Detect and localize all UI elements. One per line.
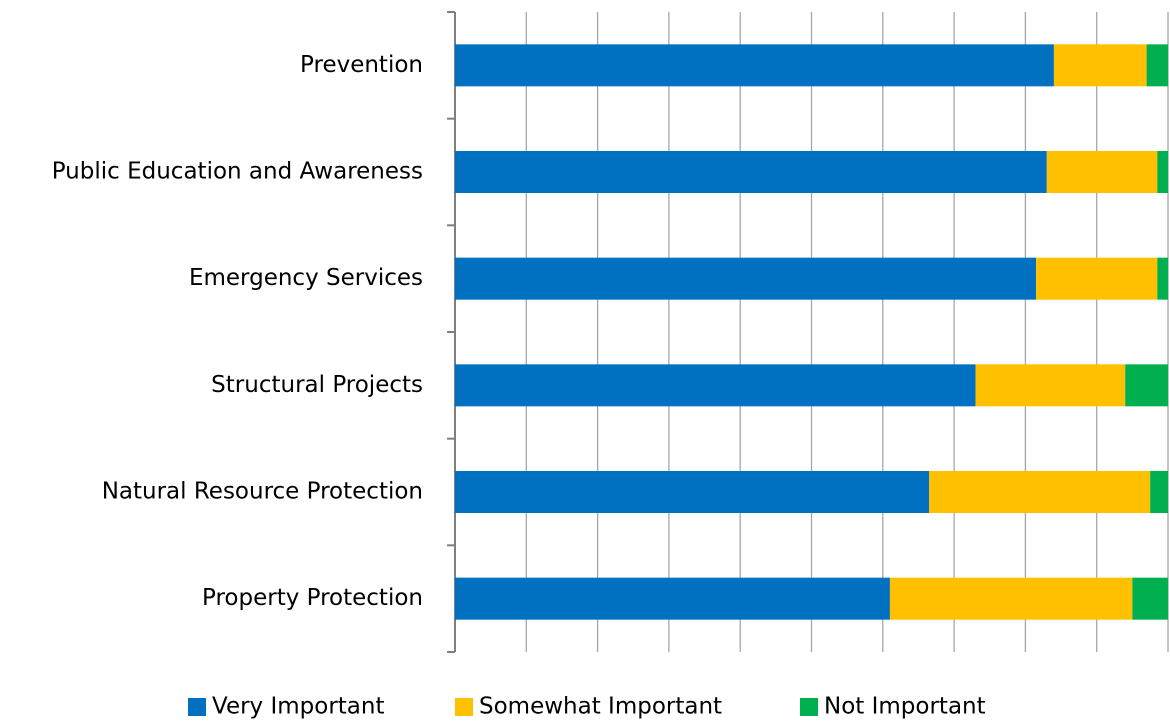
- bar-segment: [1053, 44, 1147, 87]
- bar-segment: [455, 44, 1054, 87]
- bar-segment: [455, 471, 930, 513]
- y-tick-label: Prevention: [300, 52, 423, 78]
- bar-segment: [1132, 577, 1168, 620]
- bar-segment: [889, 577, 1133, 620]
- bar-segment: [455, 364, 976, 407]
- y-tick-label: Public Education and Awareness: [52, 159, 423, 185]
- legend-swatch: [455, 698, 473, 716]
- bar-segment: [455, 151, 1047, 193]
- bar-segment: [455, 577, 890, 620]
- bar-segment: [1157, 257, 1168, 300]
- legend-swatch: [188, 698, 206, 716]
- bar-segment: [975, 364, 1126, 407]
- y-tick-label: Property Protection: [202, 585, 423, 611]
- bar-segment: [1125, 364, 1168, 407]
- bar-segment: [1046, 151, 1158, 193]
- bar-segment: [1157, 151, 1168, 193]
- legend-swatch: [800, 698, 818, 716]
- bar-segment: [455, 257, 1037, 300]
- legend-label: Somewhat Important: [479, 694, 722, 720]
- y-tick-label: Structural Projects: [211, 372, 423, 398]
- legend-label: Not Important: [824, 694, 986, 720]
- bar-segment: [1036, 257, 1158, 300]
- legend-label: Very Important: [212, 694, 385, 720]
- bar-segment: [929, 471, 1151, 513]
- y-tick-label: Natural Resource Protection: [102, 479, 423, 505]
- y-tick-label: Emergency Services: [189, 265, 423, 291]
- bar-segment: [1146, 44, 1168, 87]
- bar-segment: [1150, 471, 1168, 513]
